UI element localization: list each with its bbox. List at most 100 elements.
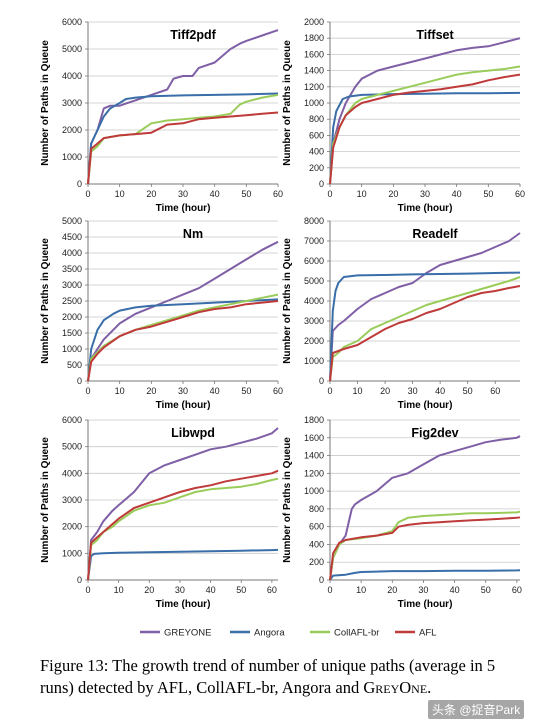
x-tick-label: 40: [210, 189, 220, 199]
x-tick-label: 0: [327, 189, 332, 199]
series-line-afl: [87, 469, 279, 581]
y-axis-label: Number of Paths in Queue: [40, 238, 51, 364]
y-tick-label: 0: [319, 376, 324, 386]
y-tick-label: 3000: [62, 98, 82, 108]
x-tick-label: 50: [241, 386, 251, 396]
x-tick-label: 30: [178, 189, 188, 199]
y-tick-label: 1200: [304, 468, 324, 478]
x-tick-label: 60: [515, 189, 525, 199]
series-line-afl: [329, 516, 521, 581]
y-tick-label: 3000: [62, 280, 82, 290]
watermark: 头条 @捉音Park: [428, 700, 525, 719]
y-tick-label: 4500: [62, 232, 82, 242]
chart-nm: 0500100015002000250030003500400045005000…: [40, 216, 283, 411]
y-tick-label: 1800: [304, 33, 324, 43]
y-tick-label: 4000: [62, 248, 82, 258]
y-tick-label: 400: [309, 539, 324, 549]
y-tick-label: 6000: [304, 256, 324, 266]
series-line-collafl-br: [87, 477, 279, 581]
x-tick-label: 50: [483, 189, 493, 199]
x-tick-label: 20: [146, 189, 156, 199]
y-tick-label: 800: [309, 114, 324, 124]
y-tick-label: 2000: [62, 522, 82, 532]
y-axis-label: Number of Paths in Queue: [282, 40, 293, 166]
caption-tail: GreyOne.: [363, 678, 432, 697]
x-axis-label: Time (hour): [156, 203, 211, 214]
series-line-afl: [329, 73, 521, 185]
x-tick-label: 20: [380, 386, 390, 396]
x-tick-label: 0: [85, 189, 90, 199]
x-tick-label: 0: [327, 585, 332, 595]
series-line-greyone: [87, 240, 279, 382]
y-tick-label: 1400: [304, 66, 324, 76]
y-tick-label: 0: [77, 575, 82, 585]
x-tick-label: 60: [273, 189, 283, 199]
y-tick-label: 0: [319, 179, 324, 189]
series-line-afl: [87, 300, 279, 382]
legend: GREYONE Angora CollAFL-br AFL: [140, 628, 436, 639]
x-tick-label: 30: [178, 386, 188, 396]
y-tick-label: 4000: [62, 71, 82, 81]
legend-label-afl: AFL: [419, 628, 436, 639]
y-axis-label: Number of Paths in Queue: [40, 437, 51, 563]
y-tick-label: 3000: [62, 495, 82, 505]
series-line-collafl-br: [87, 93, 279, 185]
chart-readelf: 0 1000 2000 3000 4000 5000 6000 7000 8000 0 10 20 30…: [282, 216, 521, 411]
y-tick-label: 3000: [304, 316, 324, 326]
y-tick-label: 2000: [62, 312, 82, 322]
y-tick-label: 1200: [304, 82, 324, 92]
x-tick-label: 40: [206, 585, 216, 595]
chart-title: Nm: [183, 227, 203, 241]
series-line-angora: [87, 548, 279, 581]
x-tick-label: 10: [357, 189, 367, 199]
x-tick-label: 60: [512, 585, 522, 595]
series-line-angora: [87, 298, 279, 382]
x-axis-label: Time (hour): [398, 400, 453, 411]
y-tick-label: 800: [309, 504, 324, 514]
y-tick-label: 1800: [304, 415, 324, 425]
x-tick-label: 20: [387, 585, 397, 595]
y-tick-label: 1000: [304, 486, 324, 496]
chart-tiffset: 0 200 400 600 800 1000 1200 1400 1600 1800 2000 0 10…: [282, 17, 525, 214]
y-tick-label: 600: [309, 130, 324, 140]
y-tick-label: 2000: [62, 125, 82, 135]
x-tick-label: 10: [114, 585, 124, 595]
caption-label: Figure 13:: [40, 656, 109, 675]
chart-title: Readelf: [412, 227, 458, 241]
y-tick-label: 0: [77, 376, 82, 386]
y-tick-label: 1000: [62, 344, 82, 354]
y-tick-label: 4000: [62, 468, 82, 478]
x-tick-label: 10: [353, 386, 363, 396]
x-tick-label: 60: [267, 585, 277, 595]
y-tick-label: 200: [309, 557, 324, 567]
x-axis-label: Time (hour): [398, 203, 453, 214]
caption-text: The growth trend of number of unique pat…: [40, 656, 496, 697]
series-line-angora: [329, 569, 521, 581]
series-line-collafl-br: [87, 293, 279, 382]
x-tick-label: 10: [356, 585, 366, 595]
y-tick-label: 0: [319, 575, 324, 585]
y-tick-label: 0: [77, 179, 82, 189]
x-tick-label: 20: [144, 585, 154, 595]
y-tick-label: 1000: [304, 356, 324, 366]
series-line-greyone: [329, 232, 521, 382]
x-tick-label: 30: [420, 189, 430, 199]
chart-title: Fig2dev: [411, 426, 458, 440]
x-tick-label: 0: [327, 386, 332, 396]
y-tick-label: 1400: [304, 451, 324, 461]
y-axis-label: Number of Paths in Queue: [282, 437, 293, 563]
series-line-afl: [87, 111, 279, 185]
y-tick-label: 7000: [304, 236, 324, 246]
y-tick-label: 1000: [62, 548, 82, 558]
y-tick-label: 6000: [62, 17, 82, 27]
chart-title: Tiffset: [416, 28, 454, 42]
x-tick-label: 60: [490, 386, 500, 396]
chart-tiff2pdf: 0 1000 2000 3000 4000 5000 6000 0 10 20 30 40 50 60 Ti…: [40, 17, 283, 214]
y-tick-label: 5000: [304, 276, 324, 286]
series-line-greyone: [87, 29, 279, 185]
chart-fig2dev: 0 200 400 600 800 1000 1200 1400 1600 1800 0 10 20 30…: [282, 415, 522, 610]
series-line-greyone: [329, 435, 521, 581]
series-line-angora: [329, 91, 521, 185]
legend-label-angora: Angora: [254, 628, 285, 639]
